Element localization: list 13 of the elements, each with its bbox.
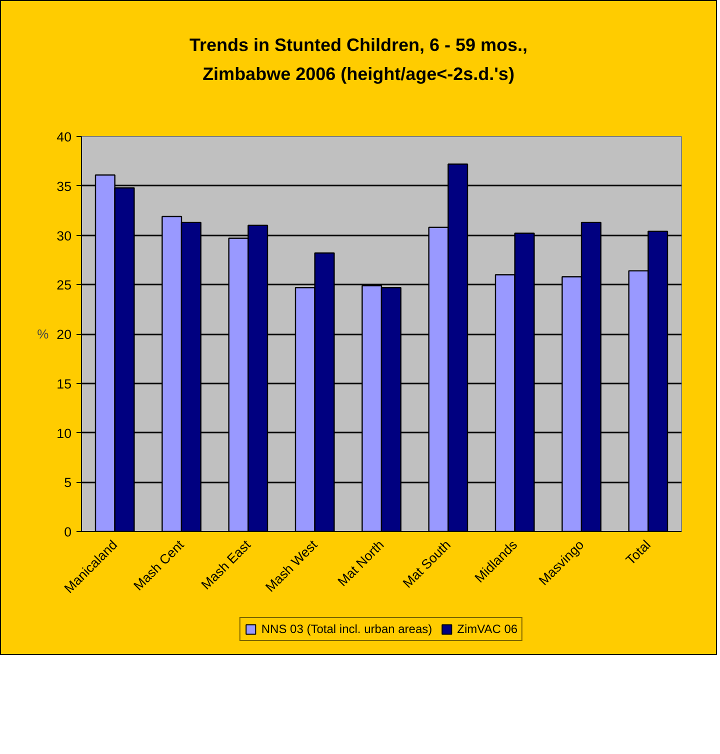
y-tick-label: 20 [56,327,72,342]
y-axis-title: % [37,326,50,342]
y-tick-label: 10 [56,426,72,441]
chart-title: Trends in Stunted Children, 6 - 59 mos., Zimbabwe 2006 (height/age<-2s.d.'s) [188,34,529,86]
legend-label: NNS 03 (Total incl. urban areas) [261,622,432,636]
y-tick-label: 35 [56,178,72,194]
y-tick-label: 25 [56,278,72,293]
legend-label: ZimVAC 06 [457,622,518,636]
y-tick-label: 30 [56,228,72,244]
y-tick-label: 15 [56,376,72,392]
y-tick-label: 40 [56,130,72,144]
y-tick-label: 0 [64,524,72,540]
y-tick-label: 5 [64,475,72,490]
